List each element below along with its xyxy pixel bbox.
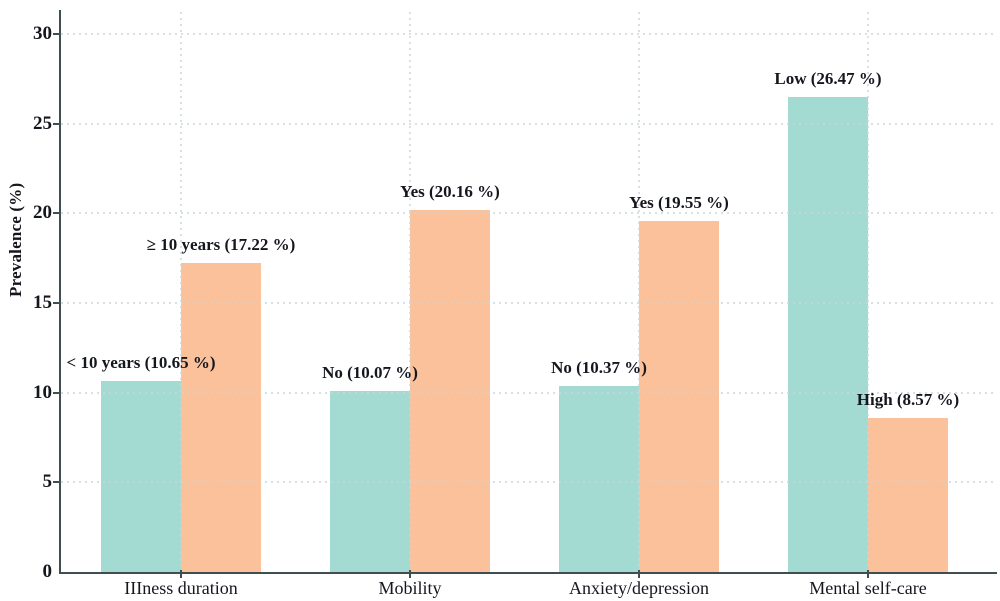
y-tick-label: 0 xyxy=(42,561,53,582)
y-tick-mark xyxy=(53,302,60,304)
x-tick-mark xyxy=(180,570,182,578)
vertical-gridline xyxy=(409,12,411,572)
bar-value-label: High (8.57 %) xyxy=(856,390,960,410)
x-tick-mark xyxy=(409,570,411,578)
vertical-gridline xyxy=(180,12,182,572)
bar-orange-right-bars-1 xyxy=(181,263,261,572)
bar-value-label: Yes (20.16 %) xyxy=(400,182,500,202)
y-axis-line xyxy=(59,10,61,574)
vertical-gridline xyxy=(867,12,869,572)
y-tick-mark xyxy=(53,391,60,394)
bar-value-label: ≥ 10 years (17.22 %) xyxy=(146,235,296,255)
bar-value-label: Yes (19.55 %) xyxy=(629,193,729,213)
horizontal-gridline xyxy=(61,302,997,304)
y-tick-label: 30 xyxy=(33,23,52,44)
horizontal-gridline xyxy=(61,33,997,35)
bar-value-label: No (10.37 %) xyxy=(551,358,647,378)
y-tick-mark xyxy=(53,481,60,484)
bar-value-label: < 10 years (10.65 %) xyxy=(66,353,216,372)
y-tick-label: 5 xyxy=(42,471,53,493)
y-tick-mark xyxy=(53,212,60,215)
y-tick-label: 10 xyxy=(33,381,52,403)
bar-teal-left-bars-1 xyxy=(101,381,181,572)
y-tick-label: 15 xyxy=(33,292,52,313)
bar-value-label: Low (26.47 %) xyxy=(774,69,882,89)
horizontal-gridline xyxy=(61,212,997,215)
bar-orange-right-bars-3 xyxy=(639,221,719,572)
x-category-label: Anxiety/depression xyxy=(569,578,709,598)
x-category-label: Mental self-care xyxy=(809,578,927,598)
x-tick-mark xyxy=(867,570,869,578)
horizontal-gridline xyxy=(61,391,997,394)
vertical-gridline xyxy=(638,12,640,572)
y-tick-mark xyxy=(53,122,60,125)
bar-value-label: No (10.07 %) xyxy=(322,363,418,383)
x-tick-mark xyxy=(638,570,640,578)
y-tick-mark xyxy=(53,33,60,35)
x-axis-line xyxy=(59,572,997,574)
horizontal-gridline xyxy=(61,481,997,484)
y-tick-label: 25 xyxy=(33,112,52,134)
x-category-label: Mobility xyxy=(378,578,442,598)
horizontal-gridline xyxy=(61,122,997,125)
bar-orange-right-bars-2 xyxy=(410,210,490,572)
y-tick-label: 20 xyxy=(33,202,52,224)
bar-teal-left-bars-4 xyxy=(788,97,868,572)
bar-orange-right-bars-4 xyxy=(868,418,948,572)
x-category-label: IIIness duration xyxy=(124,578,238,598)
bar-teal-left-bars-3 xyxy=(559,386,639,572)
